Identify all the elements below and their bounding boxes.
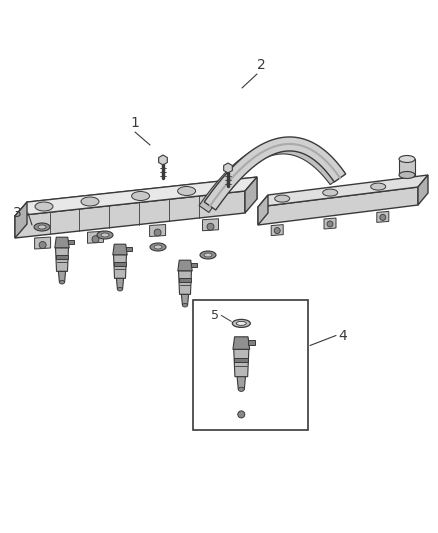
Polygon shape <box>179 278 191 282</box>
Ellipse shape <box>38 225 46 229</box>
Circle shape <box>274 228 280 233</box>
Ellipse shape <box>236 321 246 326</box>
Ellipse shape <box>371 183 386 190</box>
Ellipse shape <box>399 156 415 163</box>
Ellipse shape <box>232 319 250 327</box>
Circle shape <box>380 214 386 221</box>
Polygon shape <box>258 175 428 207</box>
Ellipse shape <box>97 231 113 239</box>
Polygon shape <box>56 248 68 271</box>
Ellipse shape <box>81 197 99 206</box>
Polygon shape <box>114 262 126 266</box>
Polygon shape <box>126 247 131 252</box>
Polygon shape <box>15 177 257 216</box>
Polygon shape <box>377 212 389 222</box>
Polygon shape <box>27 177 257 224</box>
Ellipse shape <box>34 223 50 231</box>
Polygon shape <box>179 271 191 294</box>
Ellipse shape <box>399 172 415 179</box>
Circle shape <box>92 236 99 243</box>
Polygon shape <box>418 175 428 205</box>
Polygon shape <box>58 271 66 282</box>
Ellipse shape <box>60 280 64 284</box>
Polygon shape <box>233 337 250 350</box>
Ellipse shape <box>238 387 244 391</box>
Ellipse shape <box>200 251 216 259</box>
Polygon shape <box>35 237 51 249</box>
Polygon shape <box>399 159 415 175</box>
Text: 3: 3 <box>13 206 22 220</box>
Ellipse shape <box>117 287 123 291</box>
Ellipse shape <box>154 245 162 249</box>
Polygon shape <box>178 260 192 271</box>
Polygon shape <box>258 187 418 225</box>
Polygon shape <box>113 244 127 255</box>
Ellipse shape <box>101 233 109 237</box>
Polygon shape <box>15 191 245 238</box>
Polygon shape <box>324 218 336 229</box>
Text: 4: 4 <box>338 328 347 343</box>
Polygon shape <box>55 237 69 248</box>
Polygon shape <box>159 155 167 165</box>
Text: 2: 2 <box>257 58 266 72</box>
Polygon shape <box>202 219 219 231</box>
Polygon shape <box>248 340 255 345</box>
Bar <box>193 300 308 430</box>
Text: 1: 1 <box>131 116 139 130</box>
Polygon shape <box>204 137 346 210</box>
Ellipse shape <box>35 202 53 211</box>
Circle shape <box>207 223 214 230</box>
Polygon shape <box>113 255 127 278</box>
Ellipse shape <box>150 243 166 251</box>
Circle shape <box>154 229 161 236</box>
Ellipse shape <box>177 187 196 196</box>
Polygon shape <box>150 224 166 237</box>
Polygon shape <box>56 255 68 259</box>
Polygon shape <box>117 278 124 289</box>
Polygon shape <box>234 350 249 377</box>
Polygon shape <box>199 142 340 213</box>
Polygon shape <box>191 263 197 268</box>
Ellipse shape <box>204 253 212 257</box>
Polygon shape <box>237 377 246 389</box>
Circle shape <box>39 241 46 248</box>
Polygon shape <box>245 177 257 213</box>
Polygon shape <box>224 163 232 173</box>
Circle shape <box>327 221 333 227</box>
Polygon shape <box>88 231 103 243</box>
Polygon shape <box>181 294 189 305</box>
Text: 5: 5 <box>211 309 219 322</box>
Ellipse shape <box>182 303 187 307</box>
Polygon shape <box>234 358 248 362</box>
Polygon shape <box>68 240 74 245</box>
Polygon shape <box>258 195 268 225</box>
Ellipse shape <box>323 189 338 196</box>
Polygon shape <box>271 224 283 236</box>
Ellipse shape <box>275 195 290 202</box>
Polygon shape <box>15 202 27 238</box>
Circle shape <box>238 411 245 418</box>
Ellipse shape <box>131 191 150 200</box>
